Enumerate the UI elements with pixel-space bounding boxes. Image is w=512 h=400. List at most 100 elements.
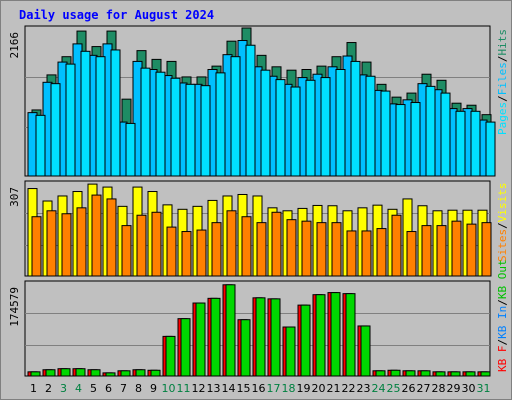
bar-sites-day-29 — [451, 220, 462, 277]
bar-kb-in-day-3 — [60, 368, 71, 377]
legend-visits: Visits — [496, 183, 509, 223]
bar-pages-day-2 — [50, 83, 61, 177]
bar-pages-day-18 — [290, 86, 301, 177]
bar-pages-day-13 — [215, 72, 226, 177]
bar-sites-day-24 — [376, 228, 387, 277]
panel-3-ymax-label: 174579 — [8, 287, 21, 327]
day-label-8: 8 — [135, 382, 142, 395]
legend-files: Files — [496, 62, 509, 95]
bar-pages-day-7 — [125, 122, 136, 177]
bar-kb-in-day-6 — [105, 372, 116, 377]
bar-pages-day-3 — [65, 63, 76, 177]
day-label-20: 20 — [312, 382, 326, 395]
day-label-24: 24 — [372, 382, 386, 395]
bar-kb-in-day-24 — [375, 370, 386, 377]
bar-pages-day-1 — [35, 114, 46, 177]
bar-kb-in-day-9 — [150, 369, 161, 377]
day-label-4: 4 — [75, 382, 82, 395]
bar-kb-in-day-4 — [75, 368, 86, 377]
day-label-1: 1 — [30, 382, 37, 395]
day-label-29: 29 — [447, 382, 461, 395]
bar-sites-day-13 — [211, 222, 222, 277]
day-label-28: 28 — [432, 382, 446, 395]
bar-pages-day-30 — [470, 110, 481, 177]
bar-kb-in-day-17 — [270, 298, 281, 377]
bar-kb-in-day-16 — [255, 297, 266, 377]
legend-hits: Hits — [496, 29, 509, 56]
bar-sites-day-4 — [76, 207, 87, 277]
bar-pages-day-25 — [395, 104, 406, 177]
legend-kb-out: KB Out — [496, 259, 509, 299]
day-label-30: 30 — [462, 382, 476, 395]
bar-kb-in-day-23 — [360, 325, 371, 377]
right-axis-labels: KB F/KB In/KB Out — [496, 259, 509, 372]
bar-kb-in-day-18 — [285, 326, 296, 377]
bar-kb-in-day-12 — [195, 302, 206, 377]
panel-1-ymax-label: 2166 — [8, 32, 21, 59]
day-label-18: 18 — [282, 382, 296, 395]
bar-sites-day-1 — [31, 216, 42, 277]
bar-kb-in-day-28 — [435, 371, 446, 377]
bar-pages-day-20 — [320, 77, 331, 177]
label-separator: / — [496, 299, 509, 306]
day-label-25: 25 — [387, 382, 401, 395]
bar-kb-in-day-29 — [450, 371, 461, 377]
label-separator: / — [496, 95, 509, 102]
bar-sites-day-30 — [466, 223, 477, 277]
bar-kb-in-day-7 — [120, 370, 131, 377]
bar-sites-day-15 — [241, 216, 252, 277]
bar-pages-day-21 — [335, 68, 346, 177]
label-separator: / — [496, 56, 509, 63]
legend-kb-in: KB In — [496, 306, 509, 339]
label-separator: / — [496, 339, 509, 346]
bar-sites-day-10 — [166, 226, 177, 277]
bar-kb-in-day-25 — [390, 369, 401, 377]
bar-kb-in-day-27 — [420, 370, 431, 377]
bar-pages-day-15 — [245, 44, 256, 177]
day-label-17: 17 — [267, 382, 281, 395]
bar-sites-day-27 — [421, 225, 432, 277]
bar-sites-day-22 — [346, 230, 357, 277]
bar-sites-day-9 — [151, 211, 162, 277]
bar-kb-in-day-20 — [315, 294, 326, 377]
day-label-7: 7 — [120, 382, 127, 395]
bar-sites-day-14 — [226, 210, 237, 277]
legend-pages: Pages — [496, 102, 509, 135]
bar-pages-day-12 — [200, 85, 211, 177]
day-label-15: 15 — [237, 382, 251, 395]
bar-kb-in-day-30 — [465, 371, 476, 377]
bar-sites-day-5 — [91, 194, 102, 277]
right-axis-labels: Sites/Visits — [496, 183, 509, 263]
bar-pages-day-26 — [410, 102, 421, 177]
bar-pages-day-10 — [170, 77, 181, 177]
bar-sites-day-21 — [331, 222, 342, 277]
day-label-27: 27 — [417, 382, 431, 395]
chart-title: Daily usage for August 2024 — [19, 8, 215, 22]
bar-pages-day-22 — [350, 60, 361, 177]
day-label-10: 10 — [162, 382, 176, 395]
bar-sites-day-25 — [391, 214, 402, 277]
bar-sites-day-26 — [406, 231, 417, 277]
bar-sites-day-20 — [316, 222, 327, 277]
bar-kb-in-day-5 — [90, 369, 101, 377]
bar-pages-day-24 — [380, 90, 391, 177]
bar-pages-day-6 — [110, 49, 121, 177]
panel-2-ymax-label: 307 — [8, 187, 21, 207]
bar-kb-in-day-1 — [30, 371, 41, 377]
bar-sites-day-23 — [361, 230, 372, 277]
bar-kb-in-day-19 — [300, 304, 311, 377]
bar-pages-day-31 — [485, 121, 496, 177]
bar-pages-day-28 — [440, 92, 451, 177]
bar-sites-day-31 — [481, 222, 492, 277]
day-label-19: 19 — [297, 382, 311, 395]
bar-pages-day-16 — [260, 69, 271, 177]
day-label-26: 26 — [402, 382, 416, 395]
day-label-31: 31 — [477, 382, 491, 395]
day-label-6: 6 — [105, 382, 112, 395]
bar-pages-day-14 — [230, 56, 241, 177]
bar-sites-day-18 — [286, 219, 297, 277]
bar-kb-in-day-21 — [330, 292, 341, 377]
day-label-21: 21 — [327, 382, 341, 395]
day-label-14: 14 — [222, 382, 236, 395]
day-label-12: 12 — [192, 382, 206, 395]
